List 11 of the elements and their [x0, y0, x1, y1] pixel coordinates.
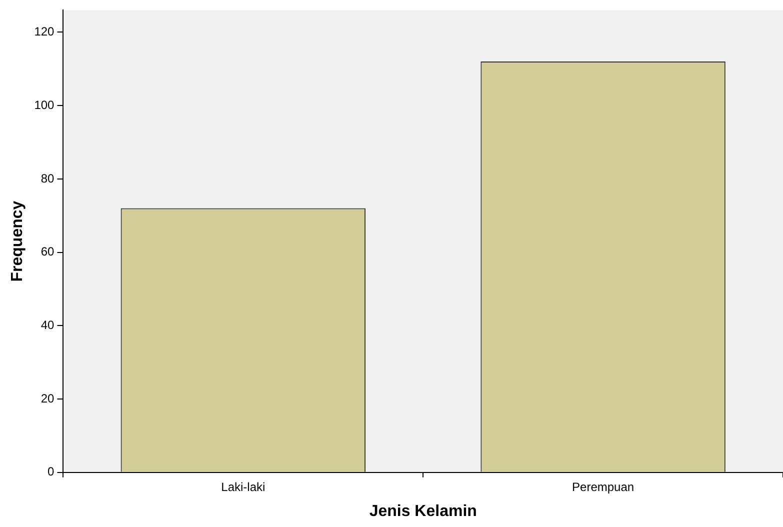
y-tick-label: 40 [40, 318, 55, 332]
x-axis-title: Jenis Kelamin [369, 502, 477, 520]
y-tick-label: 80 [40, 171, 55, 186]
y-tick-label: 60 [40, 244, 55, 259]
y-tick-label: 120 [34, 24, 55, 39]
x-tick-label: Laki-laki [221, 480, 266, 494]
x-tick-label: Perempuan [572, 480, 634, 494]
y-axis-title: Frequency [9, 200, 26, 282]
y-tick-label: 20 [40, 391, 55, 406]
y-tick-label: 100 [34, 98, 55, 112]
y-tick-label: 0 [48, 464, 55, 479]
